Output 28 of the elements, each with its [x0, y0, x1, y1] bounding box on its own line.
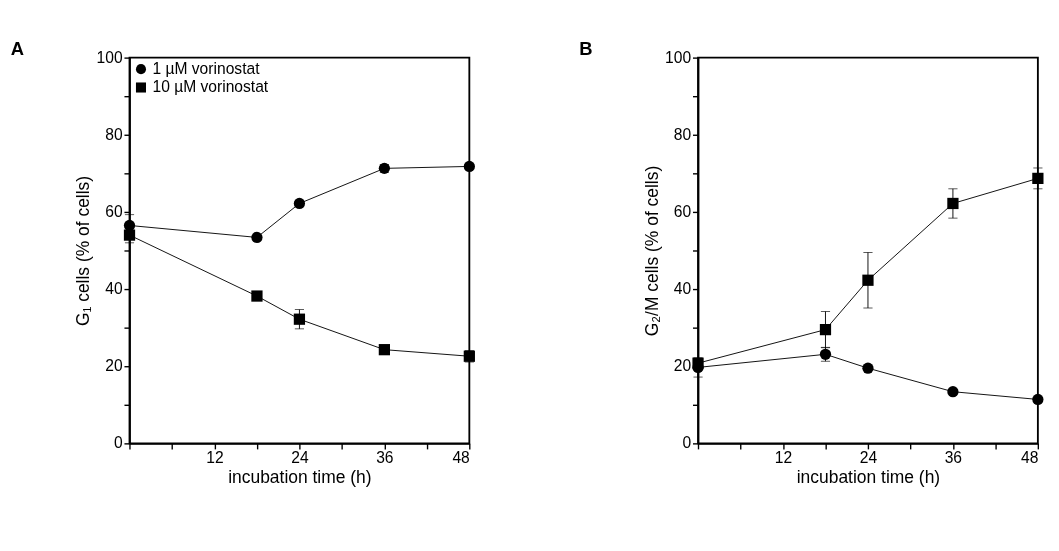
- x-axis-title: incubation time (h): [228, 467, 372, 488]
- x-tick-label: 48: [452, 449, 470, 467]
- y-tick-label: 40: [105, 280, 123, 298]
- y-tick-label: 100: [96, 48, 123, 66]
- y-tick-label: 20: [105, 357, 123, 375]
- x-tick-label: 12: [206, 449, 224, 467]
- chart-title: B: [579, 37, 593, 59]
- y-tick-label: 0: [682, 434, 692, 452]
- x-tick-label: 24: [859, 449, 878, 467]
- chart-title: A: [10, 37, 24, 59]
- x-tick-label: 12: [774, 449, 793, 467]
- y-tick-label: 80: [105, 125, 123, 143]
- x-tick-label: 36: [944, 449, 963, 467]
- y-tick-label: 0: [113, 434, 123, 452]
- x-tick-label: 24: [291, 449, 309, 467]
- x-axis-title: incubation time (h): [796, 467, 941, 488]
- y-axis-title: G₁ cells (% of cells): [73, 175, 94, 327]
- y-tick-label: 80: [673, 125, 692, 143]
- y-tick-label: 20: [673, 357, 692, 375]
- y-tick-label: 60: [673, 203, 692, 221]
- legend-label: 10 µM vorinostat: [152, 78, 269, 96]
- legend-label: 1 µM vorinostat: [152, 59, 261, 77]
- y-tick-label: 100: [665, 48, 692, 66]
- x-tick-label: 48: [1020, 449, 1039, 467]
- x-tick-label: 36: [376, 449, 394, 467]
- y-tick-label: 60: [105, 203, 123, 221]
- y-axis-title: G₂/M cells (% of cells): [641, 165, 662, 337]
- y-tick-label: 40: [673, 280, 692, 298]
